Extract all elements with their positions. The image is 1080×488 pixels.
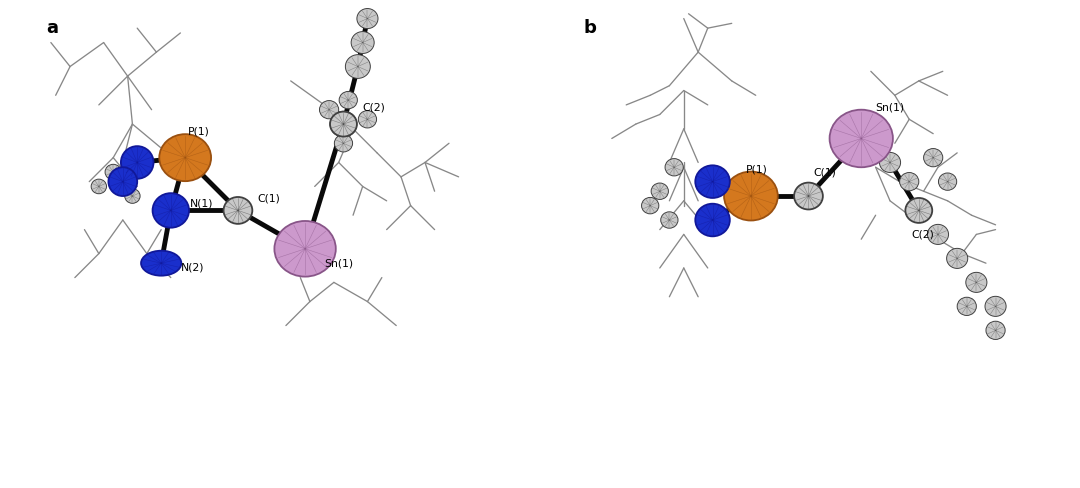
Ellipse shape <box>125 189 140 203</box>
Ellipse shape <box>642 198 659 214</box>
Ellipse shape <box>661 212 678 228</box>
Text: a: a <box>46 19 58 37</box>
Ellipse shape <box>900 173 919 191</box>
Ellipse shape <box>957 297 976 315</box>
Ellipse shape <box>696 165 730 198</box>
Text: P(1): P(1) <box>746 164 768 175</box>
Text: C(2): C(2) <box>363 102 386 112</box>
Text: b: b <box>583 19 596 37</box>
Ellipse shape <box>121 146 153 179</box>
Ellipse shape <box>928 224 948 244</box>
Ellipse shape <box>346 55 370 79</box>
Text: Sn(1): Sn(1) <box>876 102 905 112</box>
Text: P(1): P(1) <box>188 126 210 136</box>
Ellipse shape <box>947 248 968 268</box>
Ellipse shape <box>335 135 352 152</box>
Ellipse shape <box>91 179 107 194</box>
Ellipse shape <box>152 193 189 228</box>
Ellipse shape <box>879 152 901 172</box>
Ellipse shape <box>985 296 1007 316</box>
Ellipse shape <box>665 159 684 176</box>
Ellipse shape <box>330 111 356 137</box>
Ellipse shape <box>923 148 943 167</box>
Text: C(2): C(2) <box>912 229 934 240</box>
Ellipse shape <box>829 110 893 167</box>
Ellipse shape <box>696 203 730 236</box>
Ellipse shape <box>794 183 823 209</box>
Text: C(1): C(1) <box>813 167 836 177</box>
Ellipse shape <box>330 112 356 137</box>
Ellipse shape <box>359 111 377 128</box>
Ellipse shape <box>159 134 211 181</box>
Ellipse shape <box>105 164 121 180</box>
Ellipse shape <box>141 251 181 276</box>
Text: N(1): N(1) <box>190 198 214 208</box>
Ellipse shape <box>339 91 357 109</box>
Ellipse shape <box>274 221 336 277</box>
Text: C(1): C(1) <box>257 193 280 203</box>
Ellipse shape <box>905 198 932 223</box>
Ellipse shape <box>356 8 378 29</box>
Ellipse shape <box>108 167 137 196</box>
Ellipse shape <box>724 172 778 221</box>
Ellipse shape <box>908 201 930 221</box>
Text: N(2): N(2) <box>180 263 204 273</box>
Text: Sn(1): Sn(1) <box>324 258 353 268</box>
Ellipse shape <box>351 32 374 54</box>
Ellipse shape <box>224 197 253 224</box>
Ellipse shape <box>986 321 1005 340</box>
Ellipse shape <box>939 173 957 190</box>
Ellipse shape <box>320 101 339 119</box>
Ellipse shape <box>651 183 669 200</box>
Ellipse shape <box>966 272 987 292</box>
